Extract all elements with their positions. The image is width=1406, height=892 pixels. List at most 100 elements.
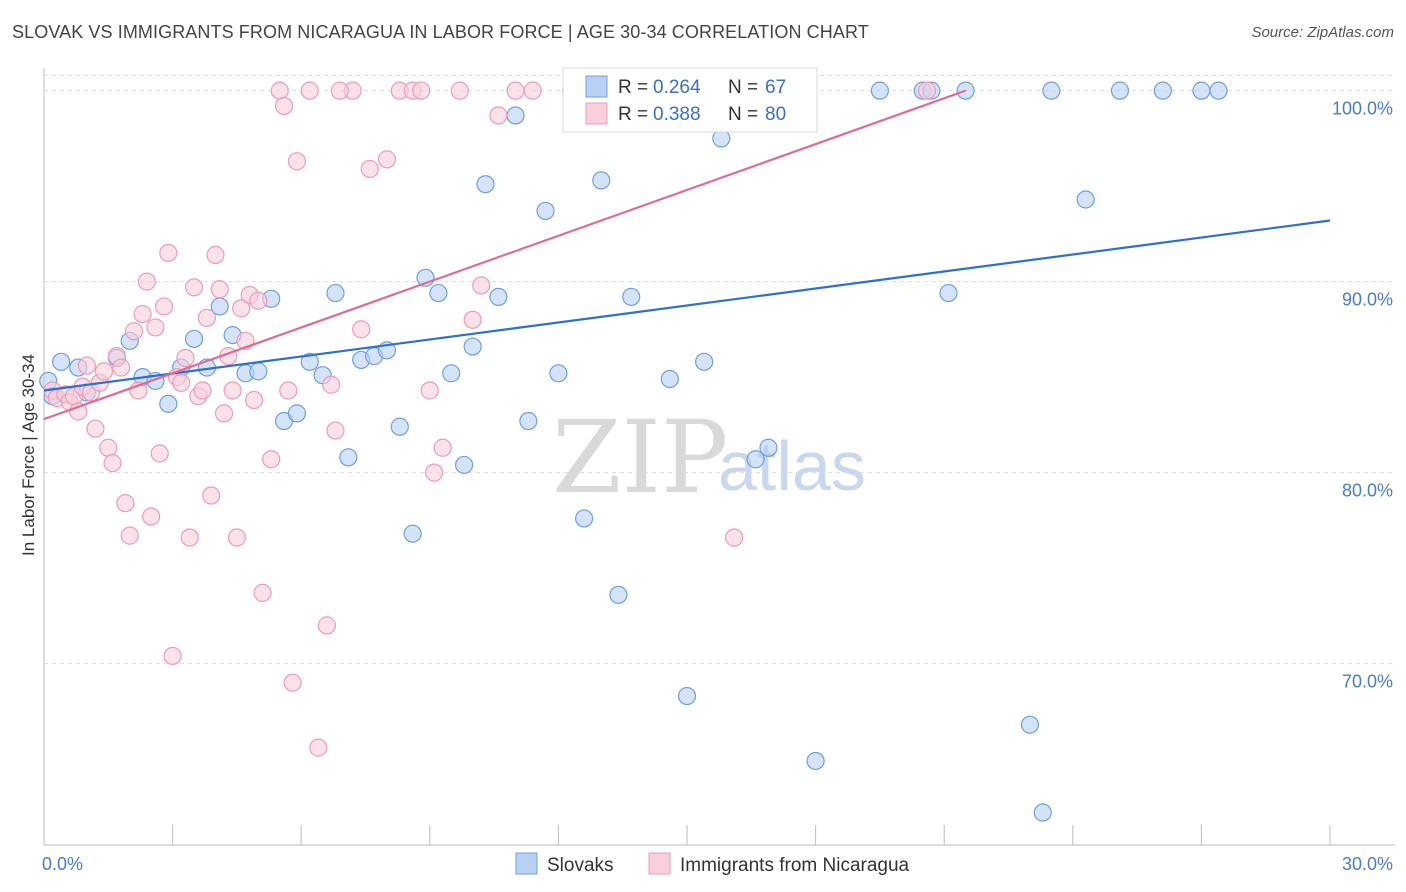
data-point bbox=[519, 411, 538, 431]
data-point bbox=[1110, 81, 1130, 100]
data-point bbox=[360, 159, 379, 179]
data-point bbox=[695, 352, 714, 371]
data-point bbox=[424, 463, 444, 482]
data-point bbox=[454, 455, 474, 475]
data-point bbox=[352, 320, 371, 339]
bottom-legend-swatch-nicaragua bbox=[648, 852, 671, 875]
data-point bbox=[429, 283, 448, 303]
watermark: ZIP atlas bbox=[552, 399, 866, 516]
data-point bbox=[759, 438, 778, 457]
data-point bbox=[317, 616, 337, 635]
data-point bbox=[390, 417, 409, 436]
y-tick-label: 90.0% bbox=[1342, 290, 1393, 310]
data-point bbox=[154, 297, 174, 316]
data-point bbox=[249, 291, 268, 310]
data-point bbox=[214, 404, 234, 423]
data-point bbox=[412, 81, 431, 100]
trend-line-0 bbox=[43, 219, 1331, 392]
trend-line-1 bbox=[43, 89, 967, 421]
series-0 bbox=[39, 81, 1228, 822]
data-point bbox=[120, 526, 139, 545]
data-point bbox=[420, 381, 439, 400]
data-point bbox=[300, 352, 319, 371]
data-point bbox=[330, 81, 349, 100]
legend-r-label-nicaragua: R = bbox=[618, 104, 648, 125]
x-tick-label-min: 0.0% bbox=[42, 854, 83, 874]
legend-n-label-slovaks: N = bbox=[728, 77, 758, 98]
data-point bbox=[94, 362, 114, 381]
data-point bbox=[489, 287, 508, 306]
legend-swatch-slovaks bbox=[585, 75, 608, 98]
data-point bbox=[549, 364, 568, 383]
data-point bbox=[52, 352, 71, 371]
data-point bbox=[210, 280, 229, 299]
legend-r-value-slovaks: 0.264 bbox=[653, 77, 701, 98]
data-point bbox=[309, 738, 328, 757]
data-point bbox=[77, 356, 96, 375]
data-point bbox=[1033, 803, 1052, 822]
data-point bbox=[69, 402, 88, 421]
data-point bbox=[472, 276, 491, 295]
legend-n-value-nicaragua: 80 bbox=[765, 104, 786, 125]
watermark-atlas: atlas bbox=[718, 427, 866, 505]
data-point bbox=[124, 322, 144, 341]
bottom-legend-label-slovaks: Slovaks bbox=[547, 855, 614, 876]
bottom-legend: Slovaks Immigrants from Nicaragua bbox=[515, 852, 910, 876]
data-point bbox=[339, 448, 358, 467]
data-point bbox=[1020, 715, 1040, 734]
top-legend: R = 0.264 N = 67 R = 0.388 N = 80 bbox=[562, 67, 818, 133]
data-point bbox=[279, 381, 298, 400]
data-point bbox=[489, 106, 508, 125]
data-point bbox=[283, 673, 302, 692]
data-point bbox=[184, 329, 204, 349]
data-point bbox=[274, 96, 294, 116]
series-1 bbox=[43, 81, 937, 757]
data-point bbox=[1209, 81, 1228, 100]
data-point bbox=[939, 283, 958, 303]
data-point bbox=[206, 245, 225, 264]
data-point bbox=[249, 362, 268, 381]
data-point bbox=[326, 283, 345, 303]
data-point bbox=[1192, 81, 1211, 100]
legend-swatch-nicaragua bbox=[585, 102, 608, 125]
data-point bbox=[197, 308, 216, 328]
data-point bbox=[146, 318, 165, 337]
data-point bbox=[133, 304, 152, 324]
data-point bbox=[622, 287, 641, 306]
y-tick-label: 80.0% bbox=[1342, 481, 1393, 501]
data-point bbox=[287, 404, 307, 423]
y-axis-label: In Labor Force | Age 30-34 bbox=[19, 354, 38, 556]
data-point bbox=[725, 528, 744, 547]
data-point bbox=[326, 421, 345, 440]
data-point bbox=[142, 507, 161, 526]
chart-source: Source: ZipAtlas.com bbox=[1251, 24, 1394, 41]
data-point bbox=[870, 81, 890, 100]
data-point bbox=[1042, 81, 1061, 100]
data-point bbox=[463, 310, 482, 329]
data-point bbox=[176, 348, 195, 368]
legend-n-label-nicaragua: N = bbox=[728, 104, 758, 125]
data-point bbox=[103, 453, 122, 473]
data-point bbox=[180, 528, 199, 547]
data-point bbox=[227, 528, 246, 547]
axes bbox=[43, 68, 1395, 846]
bottom-legend-label-nicaragua: Immigrants from Nicaragua bbox=[680, 855, 910, 876]
points-layer bbox=[39, 81, 1228, 822]
data-point bbox=[917, 81, 937, 100]
legend-n-value-slovaks: 67 bbox=[765, 77, 786, 98]
data-point bbox=[202, 486, 221, 505]
data-point bbox=[575, 509, 594, 528]
data-point bbox=[270, 81, 289, 100]
data-point bbox=[523, 81, 542, 100]
data-point bbox=[300, 81, 319, 100]
data-point bbox=[746, 450, 765, 469]
x-tick-labels: 0.0% 30.0% bbox=[42, 854, 1393, 874]
data-point bbox=[660, 369, 679, 389]
watermark-zip: ZIP bbox=[552, 399, 728, 516]
chart-title: SLOVAK VS IMMIGRANTS FROM NICARAGUA IN L… bbox=[12, 22, 869, 42]
data-point bbox=[253, 583, 272, 603]
data-point bbox=[150, 444, 169, 463]
data-point bbox=[172, 373, 191, 392]
data-point bbox=[1153, 81, 1172, 100]
